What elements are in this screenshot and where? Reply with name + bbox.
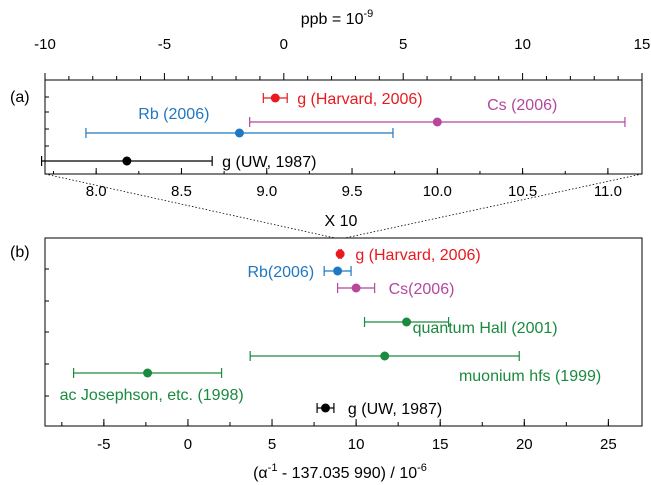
panel-b-point <box>351 283 361 293</box>
zoom-label: X 10 <box>325 213 358 230</box>
top-axis-tick-label: 0 <box>280 36 288 53</box>
top-axis-tick-label: -10 <box>34 36 56 53</box>
top-axis-tick-label: -5 <box>158 36 171 53</box>
panel-a-axis-tick-label: 9.5 <box>342 183 363 200</box>
panel-b-point-label: muonium hfs (1999) <box>459 368 601 385</box>
top-axis-tick-label: 5 <box>399 36 407 53</box>
x-axis-title: (α-1 - 137.035 990) / 10-6 <box>253 462 427 482</box>
zoom-connector-right <box>344 173 643 239</box>
panel-a-axis-tick-label: 8.0 <box>86 183 107 200</box>
panel-b-point-label: g (UW, 1987) <box>348 401 442 418</box>
panel-a-point-label: g (UW, 1987) <box>222 154 316 171</box>
panel-b-point <box>333 266 343 276</box>
panel-b-point-label: ac Josephson, etc. (1998) <box>60 387 244 404</box>
panel-a-axis-tick-label: 8.5 <box>171 183 192 200</box>
panel-b-point <box>380 351 390 361</box>
panel-b-axis-tick-label: -5 <box>97 436 110 453</box>
panel-a-label: (a) <box>10 89 30 106</box>
panel-a-point <box>270 93 280 103</box>
panel-a-axis-tick-label: 10.5 <box>508 183 537 200</box>
panel-a-point-label: g (Harvard, 2006) <box>297 91 422 108</box>
panel-b-axis-tick-label: 15 <box>432 436 449 453</box>
panel-a-point-label: Rb (2006) <box>138 106 209 123</box>
panel-a-point-label: Cs (2006) <box>487 97 557 114</box>
panel-b-point-label: g (Harvard, 2006) <box>355 247 480 264</box>
panel-a-frame <box>44 79 643 175</box>
top-axis-tick-label: 10 <box>514 36 531 53</box>
panel-b-point <box>335 249 345 259</box>
panel-b-axis-tick-label: 20 <box>516 436 533 453</box>
panel-b-point <box>402 317 412 327</box>
panel-b-axis-tick-label: 0 <box>184 436 192 453</box>
panel-b-point-label: Cs(2006) <box>389 281 455 298</box>
panel-b-axis-tick-label: 5 <box>268 436 276 453</box>
top-axis-tick-label: 15 <box>634 36 651 53</box>
panel-a-point <box>432 117 442 127</box>
panel-a-point <box>234 128 244 138</box>
zoom-connector-left <box>44 173 336 239</box>
panel-b-axis-tick-label: 25 <box>600 436 617 453</box>
panel-b-label: (b) <box>10 244 30 261</box>
panel-a-point <box>122 156 132 166</box>
panel-b-point <box>143 368 153 378</box>
panel-a-axis-tick-label: 11.0 <box>594 183 622 200</box>
top-axis-title: ppb = 10-9 <box>301 8 374 28</box>
panel-b-axis-tick-label: 10 <box>348 436 365 453</box>
panel-a-axis-tick-label: 9.0 <box>256 183 277 200</box>
panel-b-point-label: quantum Hall (2001) <box>413 320 558 337</box>
panel-b-point <box>321 403 331 413</box>
panel-b-point-label: Rb(2006) <box>247 264 314 281</box>
panel-a-axis-tick-label: 10.0 <box>423 183 452 200</box>
